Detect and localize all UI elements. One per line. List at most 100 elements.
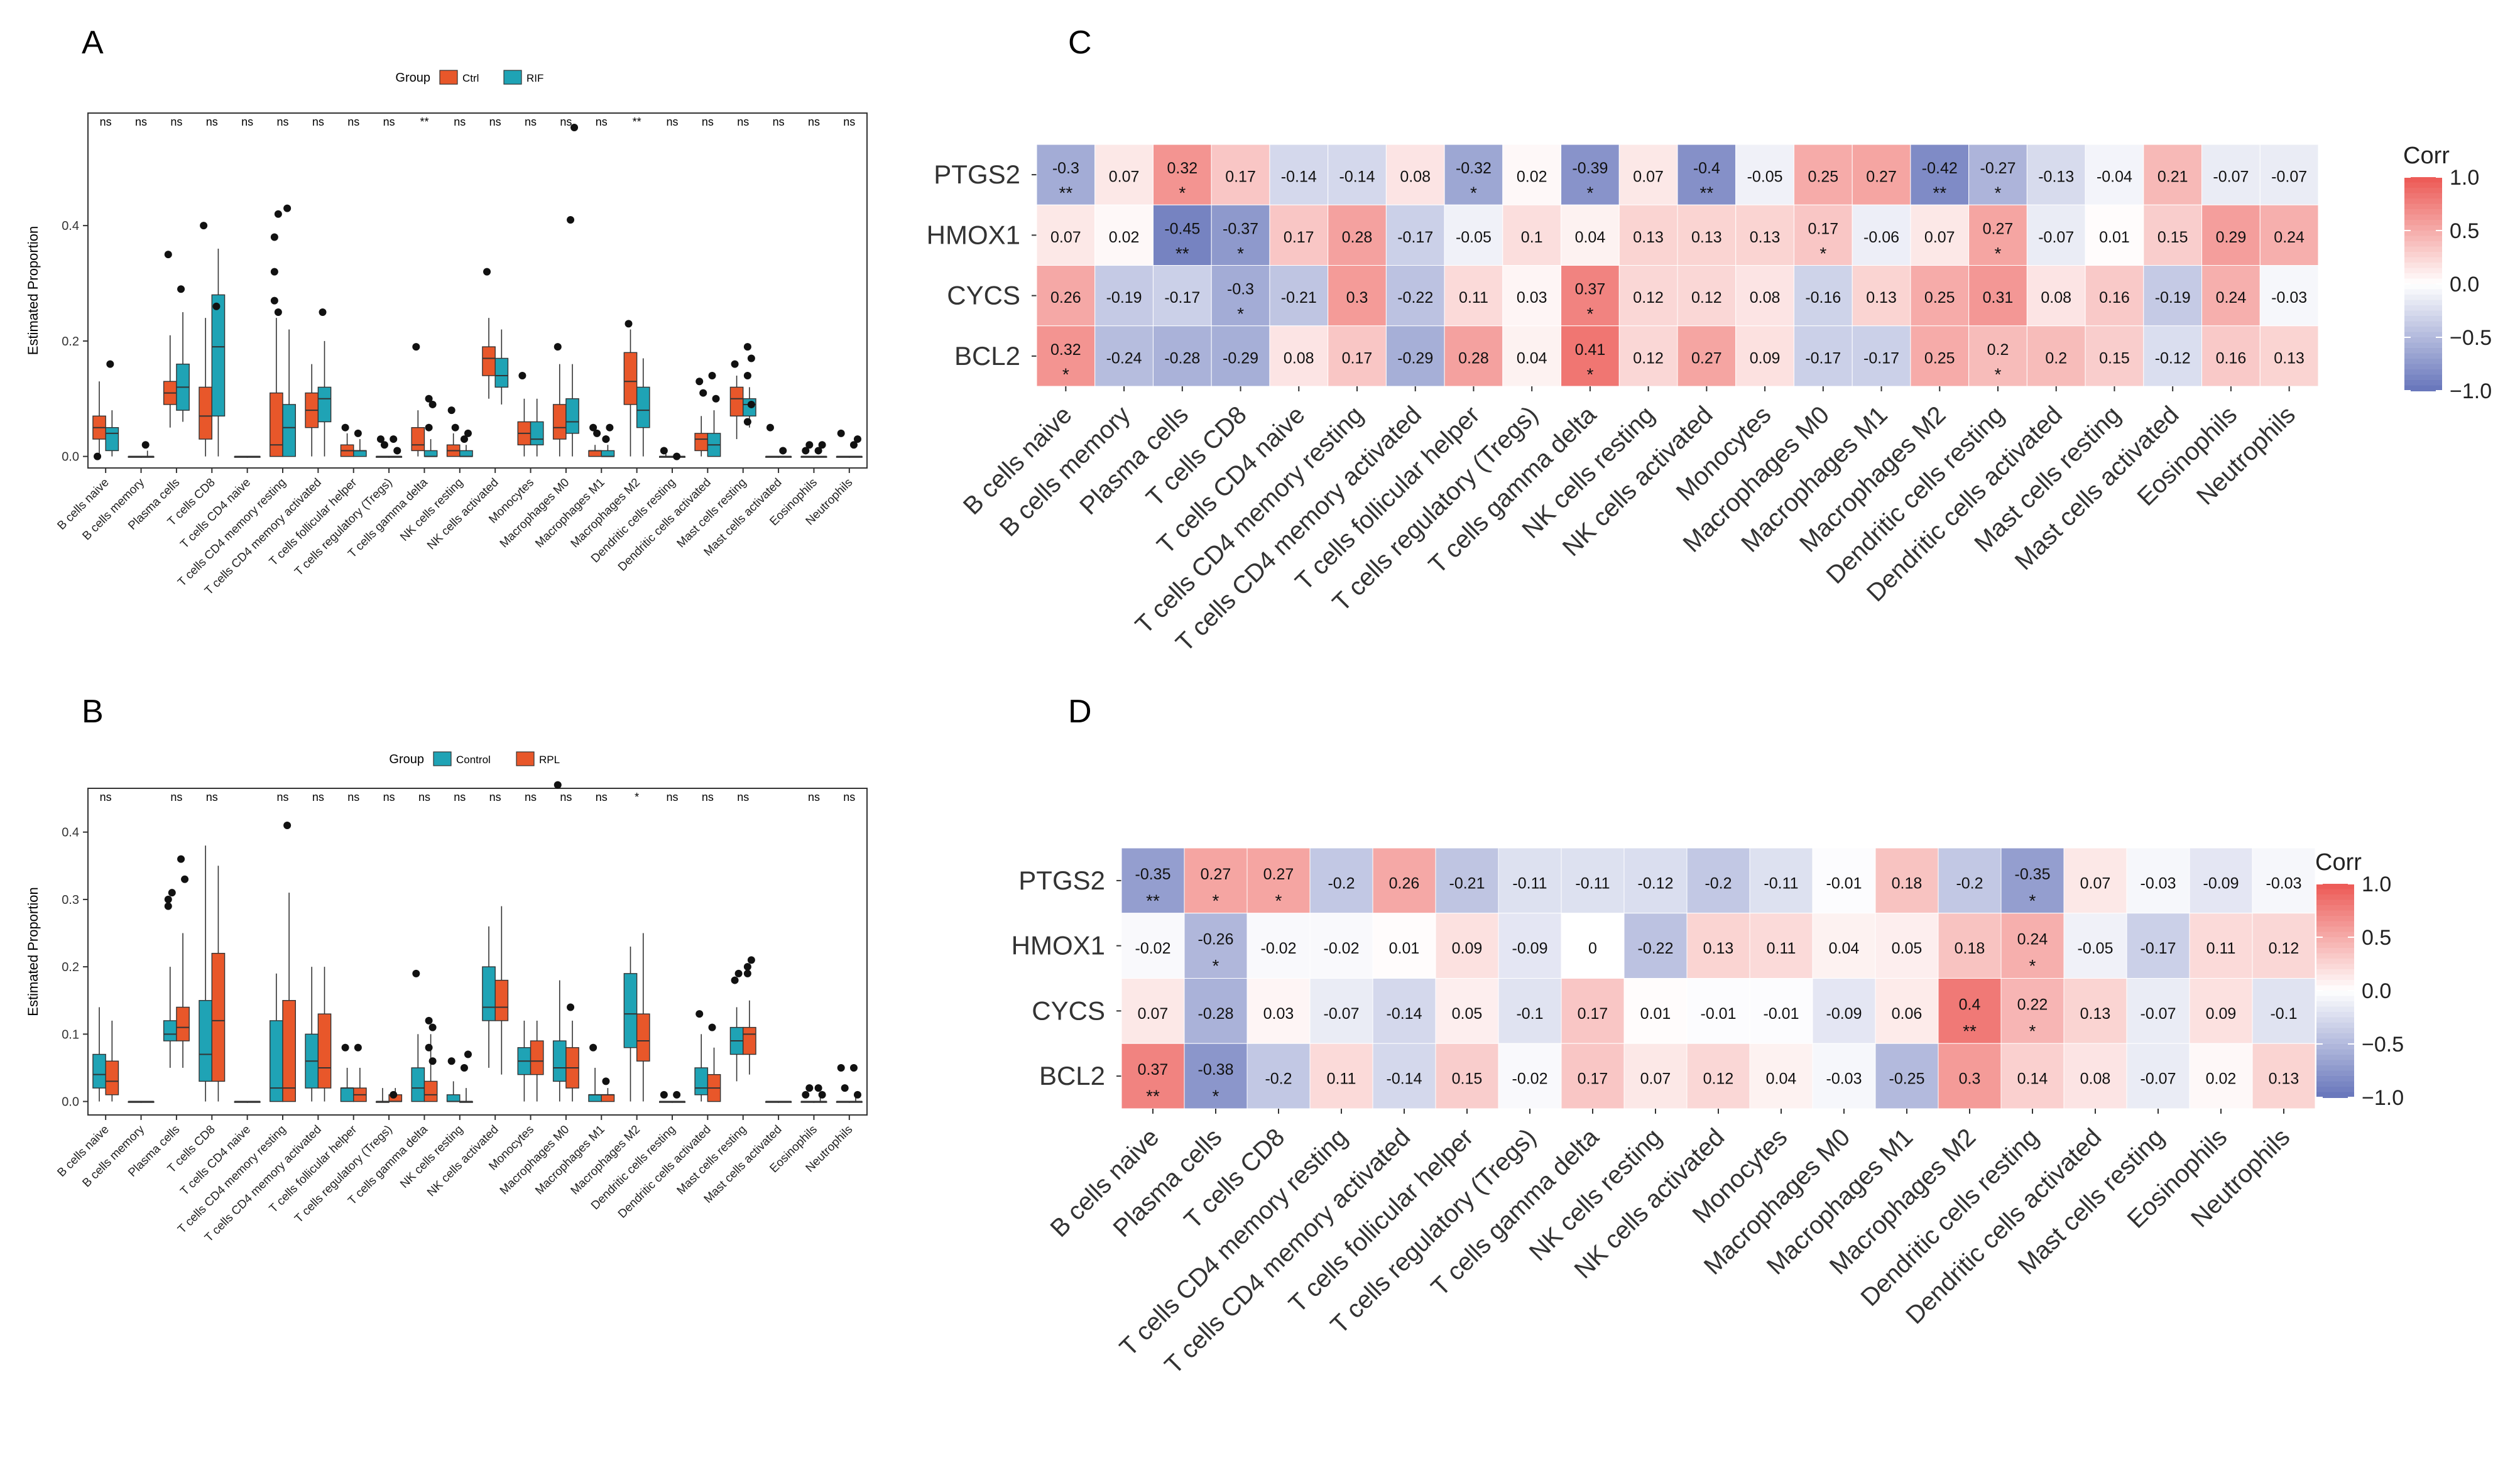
cell-value: -0.05 <box>1456 229 1492 246</box>
cell-stars: ** <box>1146 891 1160 910</box>
cell-value: 0.13 <box>2080 1005 2111 1023</box>
outlier-point <box>589 1043 597 1052</box>
colorbar-tick-label: 1.0 <box>2362 872 2391 896</box>
colorbar-segment <box>2316 1092 2354 1098</box>
outlier-point <box>200 222 208 230</box>
outlier-point <box>274 210 282 218</box>
heatmap-cell-cycs-t-cells-regulatory-tregs: -0.1 <box>1498 978 1562 1044</box>
cell-fill <box>1435 1043 1499 1109</box>
box-control <box>694 1067 709 1095</box>
heatmap-cell-hmox1-mast-cells-resting: 0.01 <box>2085 204 2144 266</box>
cell-value: -0.07 <box>2141 1070 2176 1088</box>
cell-value: -0.2 <box>1705 874 1732 892</box>
cell-value: -0.4 <box>1693 160 1720 177</box>
legend-swatch-rpl <box>516 751 535 766</box>
significance-label-t-cells-cd4-memory-activated: ns <box>312 791 324 803</box>
outlier-point <box>743 969 751 977</box>
cell-value: 0.02 <box>1109 229 1140 246</box>
heatmap-cell-hmox1-t-cells-cd8: -0.02 <box>1246 913 1311 979</box>
colorbar-segment <box>2404 204 2442 210</box>
y-tick-label: 0.0 <box>62 1095 79 1109</box>
colorbar-segment <box>2316 884 2354 890</box>
heatmap-cell-hmox1-t-cells-cd4-memory-resting: -0.02 <box>1309 913 1373 979</box>
box-rpl <box>601 1094 615 1102</box>
cell-value: -0.14 <box>1339 168 1375 186</box>
outlier-point <box>451 423 459 432</box>
heatmap-cell-cycs-mast-cells-resting: 0.16 <box>2085 265 2144 327</box>
heatmap-cell-bcl2-t-cells-cd4-memory-resting: 0.11 <box>1309 1043 1373 1109</box>
cell-value: 0.3 <box>1959 1070 1981 1088</box>
heatmap-cell-cycs-t-cells-cd8: -0.3 * <box>1211 265 1270 327</box>
heatmap-cell-cycs-dendritic-cells-resting: 0.22 * <box>2000 978 2065 1044</box>
outlier-point <box>460 435 468 443</box>
cell-fill <box>1309 978 1373 1044</box>
box-rpl <box>211 952 226 1082</box>
outlier-point <box>743 372 751 380</box>
cell-value: -0.02 <box>1135 940 1171 957</box>
heatmap-cell-hmox1-plasma-cells: -0.45 ** <box>1152 204 1212 266</box>
significance-label-t-cells-gamma-delta: ** <box>420 116 428 128</box>
cell-fill <box>1385 325 1445 387</box>
outlier-point <box>141 441 150 449</box>
outlier-point <box>270 233 278 241</box>
cell-value: 0.07 <box>2080 874 2111 892</box>
outlier-point <box>814 1084 822 1092</box>
colorbar-segment <box>2316 1028 2354 1034</box>
cell-value: 0.07 <box>1109 168 1140 186</box>
cell-value: 0 <box>1588 940 1597 957</box>
heatmap-cell-bcl2-t-cells-cd4-naive: 0.08 <box>1269 325 1329 387</box>
heatmap-cell-ptgs2-dendritic-cells-resting: -0.35 * <box>2000 847 2065 914</box>
colorbar-segment <box>2316 927 2354 933</box>
cell-fill <box>1269 144 1329 205</box>
box-rif <box>494 357 509 388</box>
outlier-point <box>164 902 172 910</box>
heatmap-cell-ptgs2-t-cells-cd4-memory-activated: 0.08 <box>1385 144 1445 205</box>
outlier-point <box>283 204 292 212</box>
box-rpl <box>317 1013 332 1089</box>
cell-fill <box>2189 913 2253 979</box>
outlier-point <box>747 354 755 362</box>
cell-fill <box>1036 265 1096 327</box>
cell-stars: * <box>1995 244 2002 263</box>
box-control <box>92 1053 106 1089</box>
heatmap-cell-ptgs2-mast-cells-resting: -0.03 <box>2126 847 2190 914</box>
cell-value: 0.3 <box>1346 289 1368 307</box>
cell-stars: * <box>1213 891 1219 910</box>
heatmap-cell-bcl2-neutrophils: 0.13 <box>2252 1043 2316 1109</box>
cell-value: -0.29 <box>1223 349 1258 367</box>
cell-fill <box>1812 978 1876 1044</box>
cell-value: 0.18 <box>1892 874 1923 892</box>
cell-value: -0.02 <box>1261 940 1297 957</box>
heatmap-cell-bcl2-t-cells-follicular-helper: 0.28 <box>1444 325 1503 387</box>
cell-value: -0.12 <box>2155 349 2191 367</box>
outlier-point <box>376 435 385 443</box>
cell-fill <box>1852 265 1911 327</box>
cell-value: -0.05 <box>1747 168 1783 186</box>
colorbar-segment <box>2316 916 2354 922</box>
cell-fill <box>2201 144 2261 205</box>
colorbar-segment <box>2316 1076 2354 1082</box>
cell-value: 0.02 <box>1517 168 1547 186</box>
cell-value: -0.11 <box>1764 874 1798 892</box>
heatmap-cell-cycs-b-cells-naive: 0.07 <box>1121 978 1185 1044</box>
outlier-point <box>425 394 433 403</box>
y-axis-title: Estimated Proportion <box>25 887 41 1016</box>
outlier-point <box>177 855 185 863</box>
colorbar-tick-label: −1.0 <box>2450 379 2492 403</box>
colorbar-segment <box>2404 321 2442 327</box>
cell-fill <box>1618 265 1678 327</box>
box-control <box>163 1020 177 1041</box>
cell-fill <box>1328 325 1387 387</box>
cell-fill <box>1269 325 1329 387</box>
cell-fill <box>1749 978 1813 1044</box>
significance-label-nk-cells-resting: ns <box>454 791 466 803</box>
row-label-bcl2: BCL2 <box>1039 1061 1105 1090</box>
cell-value: 0.13 <box>1691 229 1722 246</box>
colorbar-segment <box>2316 1081 2354 1087</box>
row-label-bcl2: BCL2 <box>954 341 1020 371</box>
cell-value: 0.04 <box>1829 940 1860 957</box>
heatmap-cell-ptgs2-t-cells-cd4-memory-resting: -0.14 <box>1328 144 1387 205</box>
heatmap-cell-ptgs2-neutrophils: -0.03 <box>2252 847 2316 914</box>
cell-stars: ** <box>1699 183 1713 203</box>
colorbar-tick-label: −1.0 <box>2362 1086 2404 1110</box>
